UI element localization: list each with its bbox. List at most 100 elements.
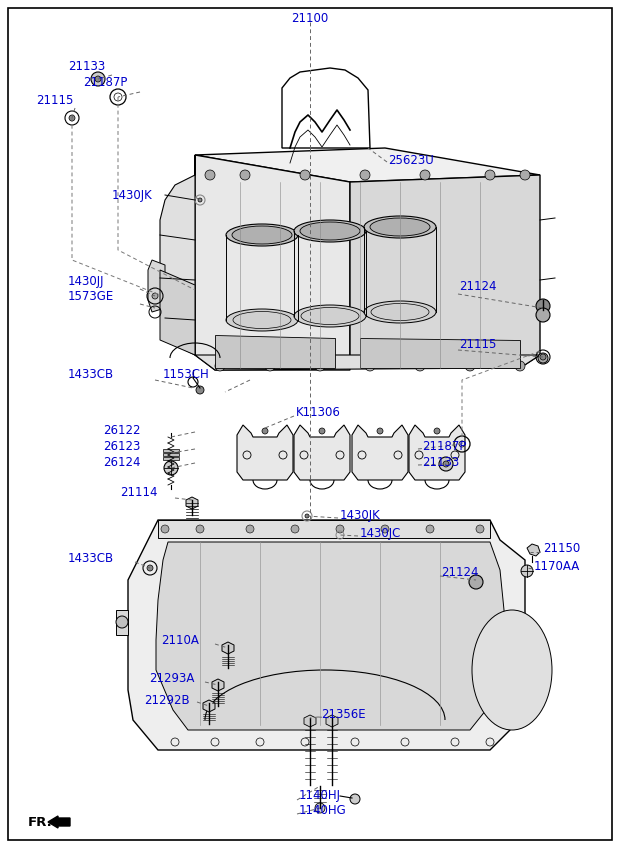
Text: 21133: 21133 [422,456,459,470]
Circle shape [164,461,178,475]
Polygon shape [116,610,128,635]
Polygon shape [195,155,350,370]
Bar [163,457,179,460]
Text: 1430JC: 1430JC [360,527,401,539]
Polygon shape [160,270,195,355]
Circle shape [465,361,475,371]
Circle shape [443,461,449,467]
Circle shape [196,525,204,533]
Circle shape [95,76,101,82]
Text: 21293A: 21293A [149,672,195,685]
Circle shape [305,514,309,518]
Text: FR.: FR. [28,816,53,828]
Circle shape [420,170,430,180]
Circle shape [152,293,158,299]
Bar [163,449,179,452]
Polygon shape [148,260,165,312]
Circle shape [262,428,268,434]
Text: 21187P: 21187P [422,440,466,454]
Polygon shape [326,715,338,727]
Circle shape [415,361,425,371]
Circle shape [469,575,483,589]
Circle shape [300,170,310,180]
Polygon shape [527,544,540,556]
Circle shape [198,198,202,202]
Circle shape [377,428,383,434]
Text: 21115: 21115 [459,338,497,352]
Polygon shape [195,355,540,370]
Circle shape [381,525,389,533]
Text: 21133: 21133 [68,59,105,72]
Text: 1140HJ: 1140HJ [299,789,341,802]
Circle shape [116,616,128,628]
Polygon shape [195,148,540,182]
Ellipse shape [364,301,436,323]
Polygon shape [360,338,520,368]
Text: 1170AA: 1170AA [534,560,580,572]
Text: 21150: 21150 [543,542,580,555]
Text: 21114: 21114 [120,487,157,499]
Text: 2110A: 2110A [161,633,199,646]
Ellipse shape [300,222,360,240]
Circle shape [240,170,250,180]
Circle shape [69,115,75,121]
Text: 1430JJ: 1430JJ [68,276,105,288]
FancyArrow shape [48,816,70,828]
Polygon shape [158,520,490,538]
Ellipse shape [472,610,552,730]
Ellipse shape [226,224,298,246]
Circle shape [147,565,153,571]
Circle shape [538,353,548,363]
Circle shape [315,361,325,371]
Ellipse shape [232,226,292,244]
Circle shape [485,170,495,180]
Polygon shape [203,700,215,712]
Circle shape [91,72,105,86]
Polygon shape [156,542,505,730]
Polygon shape [212,679,224,691]
Text: 21356E: 21356E [321,707,366,721]
Text: 26123: 26123 [103,440,140,454]
Text: K11306: K11306 [296,406,341,420]
Polygon shape [304,715,316,727]
Circle shape [515,361,525,371]
Polygon shape [160,155,195,355]
Circle shape [520,170,530,180]
Circle shape [521,565,533,577]
Text: 1573GE: 1573GE [68,289,114,303]
Circle shape [246,525,254,533]
Circle shape [536,299,550,313]
Polygon shape [352,425,408,480]
Circle shape [291,525,299,533]
Circle shape [439,457,453,471]
Circle shape [215,361,225,371]
Circle shape [350,794,360,804]
Ellipse shape [364,216,436,238]
Text: 26124: 26124 [103,455,141,468]
Bar [163,453,179,456]
Text: 26122: 26122 [103,423,141,437]
Text: 21100: 21100 [291,12,329,25]
Ellipse shape [294,220,366,242]
Text: 1433CB: 1433CB [68,369,114,382]
Ellipse shape [370,218,430,236]
Circle shape [540,354,546,360]
Ellipse shape [226,309,298,331]
Circle shape [196,386,204,394]
Polygon shape [186,497,198,509]
Text: 21187P: 21187P [83,75,127,88]
Polygon shape [222,642,234,654]
Circle shape [476,525,484,533]
Circle shape [161,525,169,533]
Polygon shape [215,335,335,368]
Circle shape [319,428,325,434]
Polygon shape [237,425,293,480]
Text: 21115: 21115 [36,93,73,107]
Text: 25623U: 25623U [388,153,434,166]
Polygon shape [294,425,350,480]
Text: 1153CH: 1153CH [163,369,210,382]
Circle shape [365,361,375,371]
Text: 1140HG: 1140HG [299,805,347,817]
Circle shape [315,803,325,813]
Ellipse shape [294,305,366,327]
